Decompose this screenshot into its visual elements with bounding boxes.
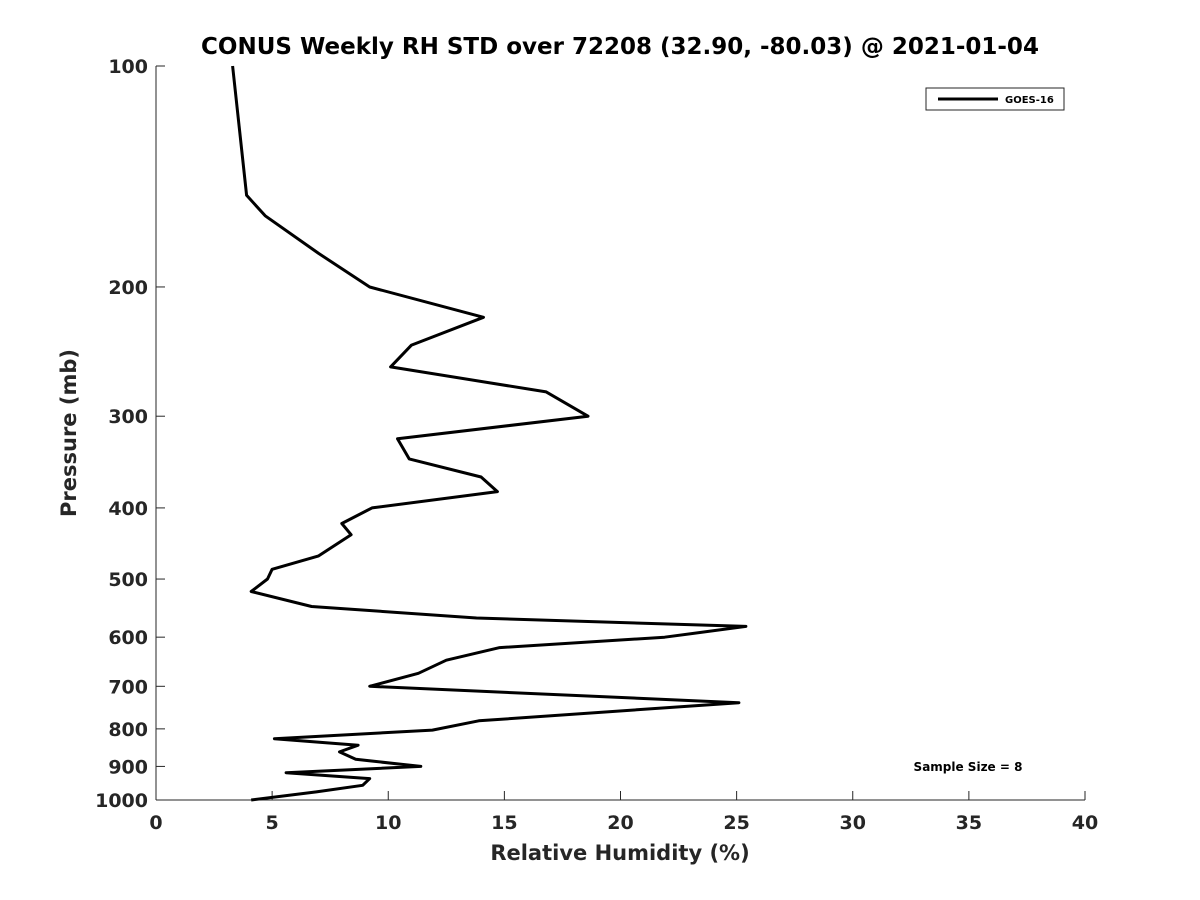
x-axis-ticks: 0 5 10 15 20 25 30 35 40 [149,791,1098,834]
x-tick-label: 0 [149,812,162,834]
x-tick-label: 25 [723,812,749,834]
legend: GOES-16 [925,87,1065,111]
y-tick-label: 700 [108,676,148,698]
x-axis-label: Relative Humidity (%) [490,841,749,865]
y-tick-label: 100 [108,56,148,78]
series-line-goes-16 [231,65,748,802]
x-tick-label: 5 [266,812,279,834]
sample-size-annotation: Sample Size = 8 [914,760,1023,774]
x-tick-label: 30 [840,812,866,834]
plot-axes [155,66,1085,801]
x-tick-label: 40 [1072,812,1098,834]
y-axis-ticks: 100 200 300 400 500 600 700 800 900 1000 [95,56,165,812]
y-tick-label: 900 [108,756,148,778]
y-tick-label: 1000 [95,790,148,812]
x-tick-label: 15 [491,812,517,834]
y-tick-label: 800 [108,719,148,741]
y-tick-label: 400 [108,498,148,520]
y-axis-label: Pressure (mb) [57,349,81,517]
x-tick-label: 35 [956,812,982,834]
x-tick-label: 20 [607,812,633,834]
y-tick-label: 300 [108,406,148,428]
legend-label-goes-16: GOES-16 [1005,95,1054,106]
x-tick-label: 10 [375,812,401,834]
y-tick-label: 600 [108,627,148,649]
y-tick-label: 200 [108,277,148,299]
y-tick-label: 500 [108,569,148,591]
chart-title: CONUS Weekly RH STD over 72208 (32.90, -… [201,34,1039,60]
series-group [231,65,748,802]
